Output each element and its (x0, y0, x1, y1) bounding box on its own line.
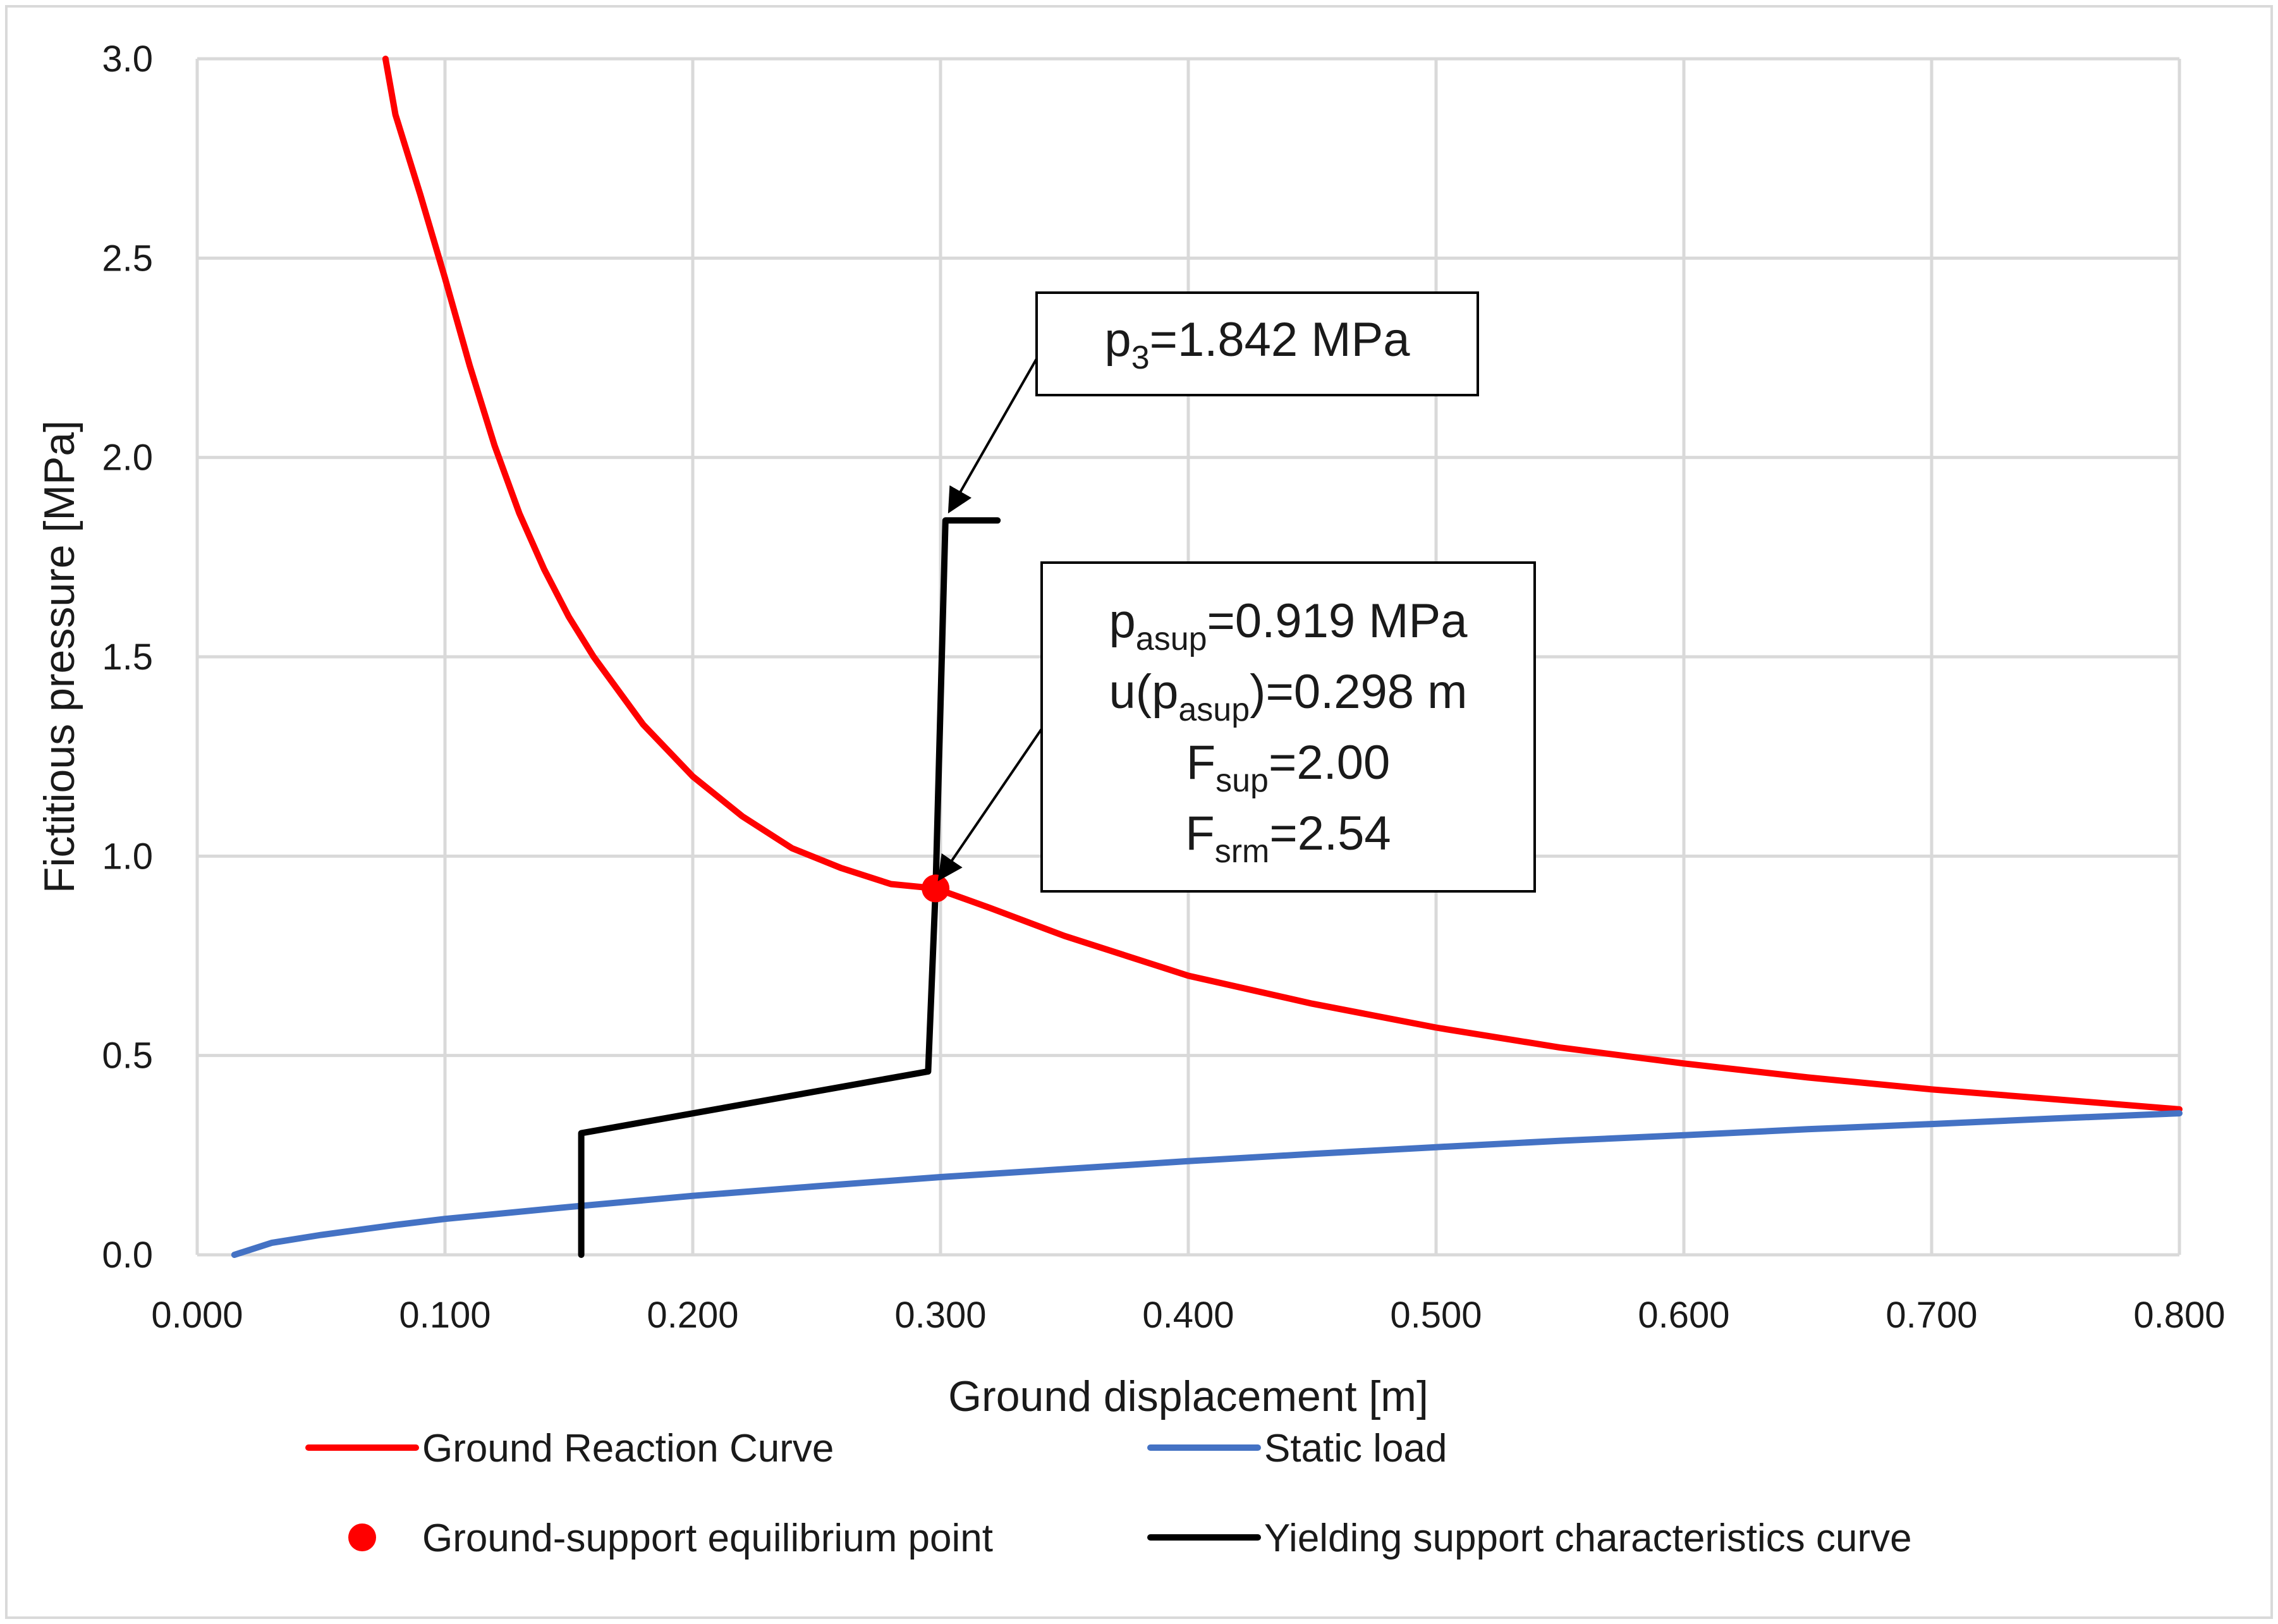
y-tick-label: 3.0 (102, 39, 153, 80)
callout-box (1035, 291, 1479, 396)
equilibrium-point (922, 874, 950, 903)
x-tick-label: 0.100 (399, 1295, 490, 1336)
callout-arrow (947, 347, 1044, 514)
x-tick-label: 0.500 (1390, 1295, 1482, 1336)
legend-label: Static load (1264, 1427, 1447, 1470)
x-axis-title: Ground displacement [m] (948, 1372, 1428, 1420)
y-tick-label: 2.0 (102, 437, 153, 479)
callout-text-part: F (1185, 807, 1214, 860)
series-line-yielding-support-characteristics-curve (578, 517, 1001, 1258)
callout-text-part: u(p (1109, 665, 1179, 719)
x-tick-label: 0.200 (647, 1295, 738, 1336)
callout-text: u(pasup)=0.298 m (1109, 665, 1468, 728)
plot-area (231, 56, 2183, 1258)
legend-label: Yielding support characteristics curve (1264, 1517, 1912, 1560)
callout-subscript: asup (1136, 621, 1207, 657)
series-line-ground-reaction-curve (382, 56, 2183, 1113)
x-tick-label: 0.400 (1142, 1295, 1234, 1336)
legend-label: Ground Reaction Curve (422, 1427, 834, 1470)
y-tick-label: 2.5 (102, 238, 153, 279)
callout-text-part: =2.54 (1269, 807, 1391, 860)
callout-subscript: sup (1215, 762, 1269, 799)
y-tick-label: 1.0 (102, 836, 153, 877)
callout-subscript: srm (1215, 833, 1270, 870)
callout-p3: p3=1.842 MPa (947, 291, 1479, 514)
legend: Ground Reaction Curve Static load Ground-s… (305, 1427, 1912, 1560)
x-tick-label: 0.300 (894, 1295, 986, 1336)
callout-text: pasup=0.919 MPa (1109, 594, 1468, 657)
legend-item: Ground-support equilibrium point (348, 1517, 993, 1560)
callout-subscript: 3 (1131, 339, 1150, 376)
callout-text-part: )=0.298 m (1250, 665, 1467, 719)
legend-item: Static load (1147, 1427, 1447, 1470)
grid (195, 57, 2181, 1257)
callout-text: Fsrm=2.54 (1185, 807, 1391, 870)
callout-text: p3=1.842 MPa (1104, 313, 1410, 376)
y-tick-label: 1.5 (102, 637, 153, 678)
y-tick-label: 0.5 (102, 1035, 153, 1077)
y-tick-label: 0.0 (102, 1235, 153, 1276)
plot-points (922, 874, 950, 903)
callout-text-part: p (1109, 594, 1136, 648)
legend-item: Ground Reaction Curve (305, 1427, 834, 1470)
callout-arrow (937, 726, 1044, 882)
x-tick-label: 0.600 (1638, 1295, 1729, 1336)
callout-box (1040, 561, 1536, 893)
callout-subscript: asup (1178, 692, 1250, 728)
series-line-static-load (231, 1110, 2183, 1258)
callout-text-part: p (1104, 313, 1131, 367)
ticks: 0.000 0.100 0.200 0.300 0.400 0.500 0.600 0.700… (102, 39, 2225, 1336)
callout-text: Fsup=2.00 (1186, 736, 1391, 799)
legend-label: Ground-support equilibrium point (422, 1517, 993, 1560)
legend-item: Yielding support characteristics curve (1147, 1517, 1912, 1560)
callout-text-part: =1.842 MPa (1150, 313, 1411, 367)
callout-text-part: =0.919 MPa (1207, 594, 1468, 648)
legend-marker (348, 1523, 376, 1551)
x-tick-label: 0.700 (1885, 1295, 1977, 1336)
x-tick-label: 0.000 (151, 1295, 243, 1336)
y-axis-title: Fictitious pressure [MPa] (35, 420, 83, 893)
x-tick-label: 0.800 (2133, 1295, 2225, 1336)
callout-text-part: F (1186, 736, 1215, 790)
callout-text-part: =2.00 (1269, 736, 1390, 790)
